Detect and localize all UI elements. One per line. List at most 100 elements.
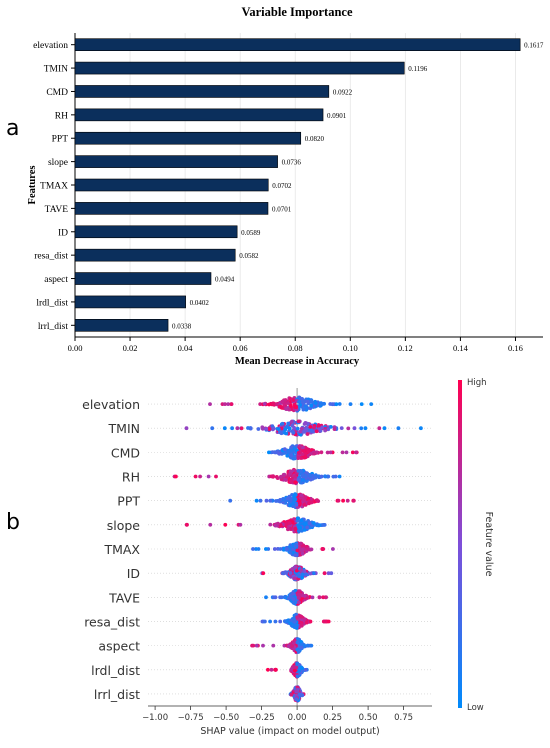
shap-point bbox=[287, 426, 292, 431]
shap-point bbox=[298, 525, 302, 530]
shap-point bbox=[264, 595, 268, 600]
shap-point bbox=[254, 643, 259, 648]
shap-point bbox=[279, 595, 284, 600]
shap-point bbox=[235, 426, 240, 431]
shap-point bbox=[298, 501, 302, 506]
shap-point bbox=[283, 427, 288, 432]
bar-slope bbox=[74, 155, 278, 168]
shap-point bbox=[312, 451, 317, 456]
shap-point bbox=[297, 545, 302, 550]
shap-point bbox=[396, 426, 401, 431]
x-tick-label: 0.08 bbox=[288, 343, 303, 353]
shap-point bbox=[312, 425, 316, 430]
shap-point bbox=[300, 551, 305, 556]
shap-point bbox=[289, 448, 294, 453]
shap-point bbox=[295, 640, 300, 645]
shap-point bbox=[298, 403, 303, 407]
shap-point bbox=[299, 623, 304, 627]
shap-point bbox=[300, 572, 305, 577]
shap-point bbox=[319, 450, 324, 455]
shap-point bbox=[319, 474, 324, 479]
shap-point bbox=[293, 492, 298, 497]
shap-point bbox=[246, 426, 250, 430]
shap-point bbox=[228, 498, 233, 503]
shap-point bbox=[314, 429, 319, 434]
shap-point bbox=[293, 526, 298, 531]
shap-point bbox=[334, 402, 339, 407]
shap-point bbox=[333, 474, 338, 479]
y-tick-label: lrdl_dist bbox=[36, 298, 68, 308]
shap-point bbox=[256, 427, 261, 431]
bar-lrdl_dist bbox=[74, 295, 186, 309]
shap-point bbox=[290, 644, 294, 649]
shap-point bbox=[307, 521, 312, 526]
bar-elevation bbox=[74, 38, 521, 51]
shap-point bbox=[299, 493, 304, 498]
shap-point bbox=[272, 547, 277, 551]
bar-value-label: 0.0736 bbox=[282, 159, 302, 167]
shap-point bbox=[322, 571, 327, 576]
shap-point bbox=[297, 592, 302, 597]
shap-point bbox=[295, 615, 300, 620]
shap-point bbox=[273, 619, 278, 624]
shap-point bbox=[419, 426, 423, 431]
x-tick-label: −1.00 bbox=[142, 713, 168, 723]
shap-point bbox=[193, 474, 198, 479]
shap-point bbox=[322, 401, 326, 406]
shap-point bbox=[292, 497, 297, 502]
shap-point bbox=[293, 544, 298, 549]
shap-point bbox=[284, 431, 289, 436]
shap-point bbox=[305, 525, 310, 530]
shap-point bbox=[275, 476, 280, 480]
feature-label: CMD bbox=[111, 445, 140, 460]
shap-point bbox=[304, 471, 309, 476]
x-tick-label: 0.00 bbox=[288, 713, 307, 723]
shap-point bbox=[238, 522, 243, 527]
shap-point bbox=[285, 619, 290, 624]
variable-importance-chart: Variable Importance elevation 0.1617 TMIN 0.… bbox=[27, 5, 544, 367]
bar-value-label: 0.0820 bbox=[305, 135, 325, 143]
shap-point bbox=[301, 593, 305, 598]
shap-point bbox=[313, 401, 318, 405]
shap-point bbox=[271, 643, 276, 648]
x-axis-label: Mean Decrease in Accuracy bbox=[235, 356, 360, 367]
x-tick-label: 0.16 bbox=[508, 343, 523, 353]
shap-point bbox=[298, 480, 303, 485]
shap-point bbox=[285, 475, 289, 479]
y-tick-label: lrrl_dist bbox=[38, 322, 68, 332]
shap-point bbox=[268, 619, 272, 624]
beeswarm-row-PPT bbox=[228, 492, 356, 510]
shap-point bbox=[267, 402, 271, 407]
feature-label: RH bbox=[122, 470, 140, 485]
shap-point bbox=[299, 615, 304, 619]
shap-point bbox=[278, 547, 283, 551]
x-tick-label: −0.25 bbox=[249, 713, 275, 723]
shap-point bbox=[326, 619, 331, 624]
shap-point bbox=[222, 426, 227, 431]
shap-point bbox=[294, 568, 299, 573]
beeswarm-row-TMAX bbox=[251, 541, 335, 558]
bar-value-label: 0.0589 bbox=[241, 229, 261, 237]
shap-point bbox=[337, 474, 342, 479]
shap-point bbox=[309, 547, 314, 552]
shap-point bbox=[300, 452, 305, 457]
feature-label: aspect bbox=[98, 639, 140, 654]
x-tick-label: −0.75 bbox=[178, 713, 204, 723]
shap-point bbox=[290, 567, 295, 571]
shap-point bbox=[301, 448, 306, 453]
shap-point bbox=[251, 547, 255, 551]
shap-point bbox=[307, 501, 311, 506]
shap-point bbox=[280, 571, 285, 576]
shap-point bbox=[290, 419, 294, 424]
shap-point bbox=[299, 469, 303, 474]
shap-point bbox=[298, 639, 303, 644]
shap-point bbox=[301, 498, 306, 503]
shap-point bbox=[299, 568, 303, 572]
shap-point bbox=[206, 474, 211, 479]
beeswarm-row-ID bbox=[260, 564, 334, 582]
shap-point bbox=[310, 429, 314, 433]
shap-point bbox=[302, 617, 307, 622]
shap-point bbox=[285, 547, 289, 551]
shap-point bbox=[289, 445, 294, 450]
shap-point bbox=[345, 498, 350, 503]
